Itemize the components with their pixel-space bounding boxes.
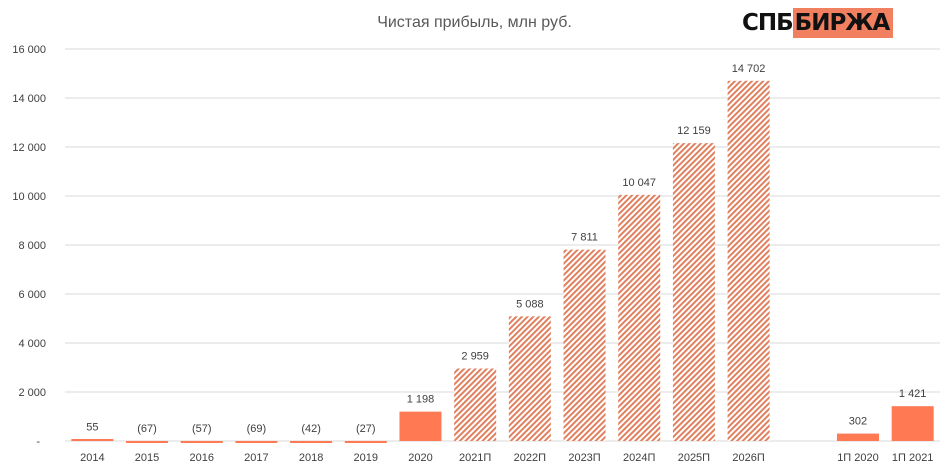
bar-2022П [508, 316, 551, 441]
bar-2025П [672, 143, 715, 442]
bar-1П 2020 [836, 433, 879, 441]
x-tick-label: 2025П [678, 452, 710, 464]
bar-2019 [344, 441, 387, 443]
x-tick-label: 2017 [244, 452, 268, 464]
chart-title: Чистая прибыль, млн руб. [377, 14, 572, 31]
x-tick-label: 2020 [408, 452, 432, 464]
logo-part-1: СПБ [742, 10, 794, 36]
y-tick-label: 16 000 [12, 44, 46, 56]
data-label: 10 047 [622, 177, 656, 189]
data-label: (42) [301, 423, 321, 435]
y-tick-label: 14 000 [12, 93, 46, 105]
y-tick-label: - [36, 436, 40, 448]
data-label: 5 088 [516, 298, 544, 310]
x-tick-label: 2024П [623, 452, 655, 464]
logo-part-2: БИРЖА [792, 8, 894, 38]
data-label: 7 811 [571, 232, 598, 244]
data-label: (67) [137, 423, 157, 435]
y-tick-label: 10 000 [12, 191, 46, 203]
x-tick-label: 2018 [299, 452, 323, 464]
bar-2018 [290, 441, 333, 443]
x-tick-label: 2022П [514, 452, 546, 464]
bar-2024П [618, 194, 661, 441]
data-label: 302 [849, 416, 867, 428]
x-tick-label: 1П 2020 [837, 452, 879, 464]
data-label: (57) [192, 423, 212, 435]
y-tick-label: 8 000 [18, 240, 46, 252]
x-tick-label: 2019 [354, 452, 378, 464]
data-label: 1 198 [407, 394, 435, 406]
x-tick-label: 1П 2021 [892, 452, 934, 464]
y-tick-label: 12 000 [12, 142, 46, 154]
bar-2026П [727, 80, 770, 442]
x-tick-label: 2014 [80, 452, 104, 464]
y-tick-label: 4 000 [18, 338, 46, 350]
spb-exchange-logo: СПБ БИРЖА [742, 8, 894, 38]
y-tick-label: 6 000 [18, 289, 46, 301]
bar-2015 [126, 441, 169, 443]
bar-2017 [235, 441, 278, 443]
bar-2023П [563, 249, 606, 441]
bar-2014 [71, 439, 114, 441]
x-tick-label: 2023П [568, 452, 600, 464]
x-tick-label: 2016 [189, 452, 213, 464]
data-label: 2 959 [461, 351, 489, 363]
bar-2021П [454, 368, 497, 441]
data-label: 14 702 [732, 63, 766, 75]
data-label: 12 159 [677, 125, 711, 137]
data-label: (69) [247, 423, 267, 435]
x-tick-label: 2026П [732, 452, 764, 464]
x-tick-label: 2015 [135, 452, 159, 464]
y-tick-label: 2 000 [18, 387, 46, 399]
bar-1П 2021 [891, 406, 934, 441]
data-label: 1 421 [899, 388, 927, 400]
data-label: 55 [86, 422, 98, 434]
data-label: (27) [356, 423, 376, 435]
bar-2020 [399, 411, 442, 441]
x-tick-label: 2021П [459, 452, 491, 464]
bar-2016 [180, 441, 223, 443]
